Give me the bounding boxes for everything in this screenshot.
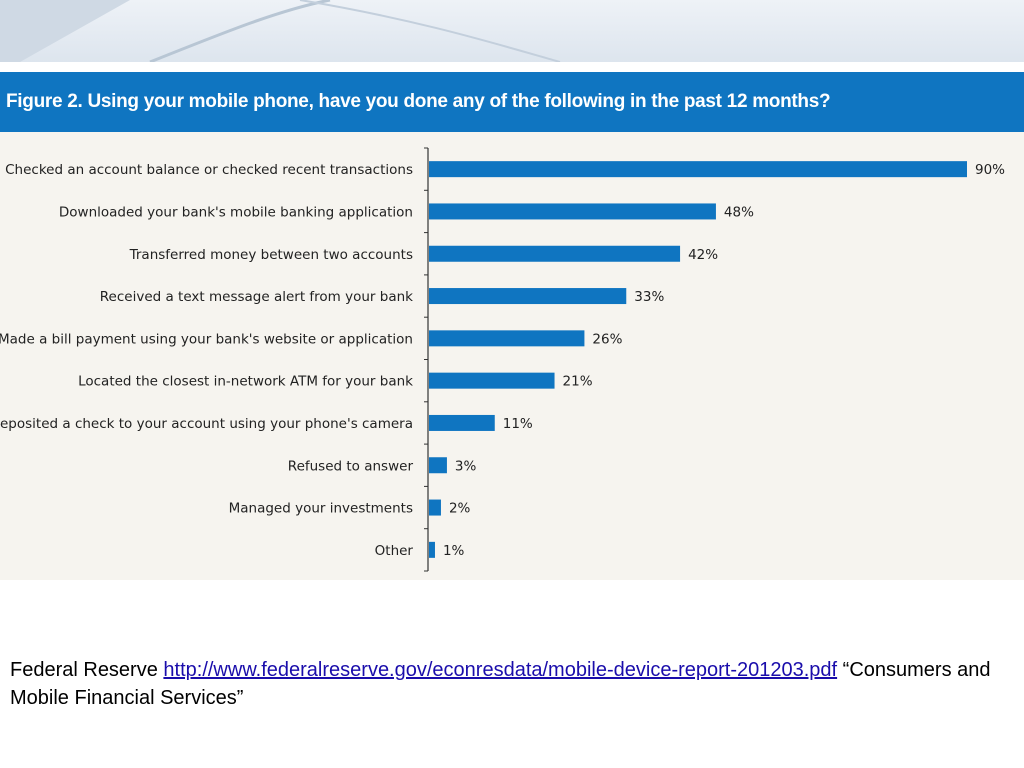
category-label: Located the closest in-network ATM for y… [78, 374, 413, 390]
data-label: 2% [449, 501, 471, 517]
data-label: 90% [975, 162, 1005, 178]
category-label: Transferred money between two accounts [129, 247, 413, 263]
data-label: 3% [455, 458, 477, 474]
source-citation: Federal Reserve http://www.federalreserv… [10, 656, 1000, 712]
bar [429, 499, 441, 516]
data-label: 48% [724, 204, 754, 220]
data-label: 33% [634, 289, 664, 305]
category-label: Checked an account balance or checked re… [5, 162, 413, 178]
data-label: 42% [688, 247, 718, 263]
source-link[interactable]: http://www.federalreserve.gov/econresdat… [163, 659, 838, 681]
category-label: Deposited a check to your account using … [0, 416, 413, 432]
category-label: Made a bill payment using your bank's we… [0, 331, 413, 347]
bar [429, 330, 585, 347]
category-label: Managed your investments [229, 501, 413, 517]
category-label: Other [375, 543, 414, 559]
source-suffix: “Consumers and Mobile Financial Services… [10, 659, 991, 709]
banner-decoration [0, 0, 561, 62]
bar [429, 161, 967, 178]
figure-panel: Figure 2. Using your mobile phone, have … [0, 72, 1024, 580]
bar [429, 414, 495, 431]
data-label: 26% [592, 331, 622, 347]
bar [429, 245, 681, 262]
bar [429, 457, 447, 474]
category-label: Downloaded your bank's mobile banking ap… [59, 204, 413, 220]
data-label: 11% [503, 416, 533, 432]
category-label: Refused to answer [288, 458, 414, 474]
header-banner [0, 0, 1024, 62]
bar [429, 372, 555, 389]
data-label: 1% [443, 543, 465, 559]
bar [429, 541, 435, 558]
figure-title: Figure 2. Using your mobile phone, have … [0, 72, 1024, 132]
source-prefix: Federal Reserve [10, 659, 164, 681]
category-label: Received a text message alert from your … [100, 289, 413, 305]
bar-chart: Checked an account balance or checked re… [0, 147, 1005, 572]
bar [429, 288, 627, 305]
data-label: 21% [563, 374, 593, 390]
bar [429, 203, 716, 220]
